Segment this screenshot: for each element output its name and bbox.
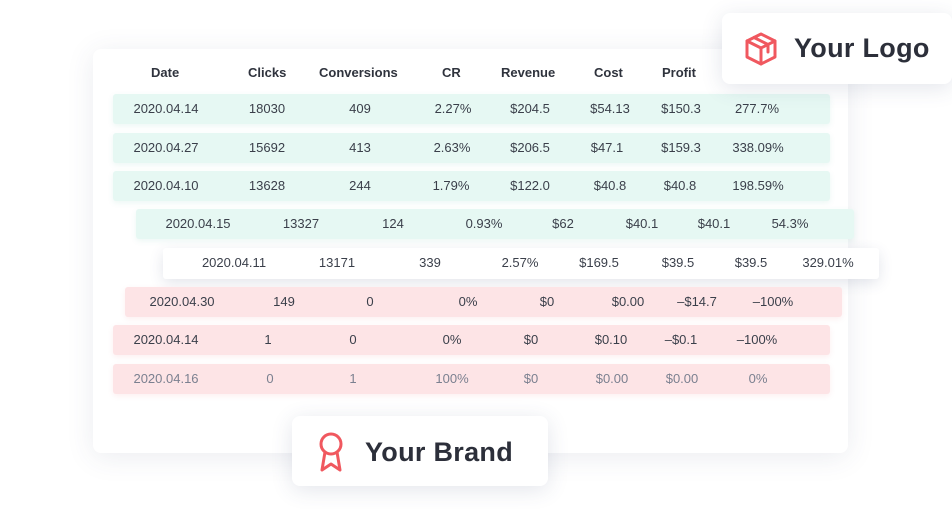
cell-cr: 2.57%: [501, 255, 539, 270]
cell-clicks: 1: [264, 332, 272, 347]
table-row-highlighted[interactable]: 2020.04.11 13171 339 2.57% $169.5 $39.5 …: [163, 248, 879, 279]
cell-date: 2020.04.16: [133, 371, 199, 386]
cell-clicks: 0: [266, 371, 274, 386]
header-cost: Cost: [594, 65, 623, 80]
cell-conversions: 1: [349, 371, 357, 386]
cell-date: 2020.04.30: [149, 294, 215, 309]
table-row[interactable]: 2020.04.15 13327 124 0.93% $62 $40.1 $40…: [136, 209, 854, 239]
header-date: Date: [151, 65, 180, 80]
cell-cost: $0.00: [611, 294, 645, 309]
cell-profit: $150.3: [661, 101, 701, 116]
cell-conversions: 409: [349, 101, 371, 116]
table-row[interactable]: 2020.04.27 15692 413 2.63% $206.5 $47.1 …: [113, 133, 830, 163]
cell-clicks: 13171: [318, 255, 356, 270]
brand-text: Your Brand: [365, 437, 514, 467]
cell-revenue: $169.5: [579, 255, 619, 270]
table-row[interactable]: 2020.04.10 13628 244 1.79% $122.0 $40.8 …: [113, 171, 830, 201]
cell-date: 2020.04.15: [165, 216, 231, 231]
cell-revenue: $206.5: [510, 140, 550, 155]
cell-clicks: 18030: [248, 101, 286, 116]
cell-roi: 0%: [748, 371, 768, 386]
table-row[interactable]: 2020.04.30 149 0 0% $0 $0.00 –$14.7 –100…: [125, 287, 842, 317]
cell-roi: 338.09%: [732, 140, 784, 155]
cell-clicks: 15692: [248, 140, 286, 155]
cell-profit: $40.1: [697, 216, 731, 231]
cell-date: 2020.04.14: [133, 101, 199, 116]
logo-text: Your Logo: [794, 33, 930, 63]
cell-cost: $54.13: [590, 101, 630, 116]
cell-cost: $0.10: [594, 332, 628, 347]
header-profit: Profit: [662, 65, 696, 80]
cell-profit: $40.8: [663, 178, 697, 193]
cell-revenue: $204.5: [510, 101, 550, 116]
cell-roi: –100%: [752, 294, 794, 309]
header-conversions: Conversions: [319, 65, 398, 80]
cell-conversions: 0: [366, 294, 374, 309]
logo-badge: Your Logo: [722, 13, 952, 84]
cell-cr: 0.93%: [465, 216, 503, 231]
cell-conversions: 339: [419, 255, 441, 270]
cell-date: 2020.04.27: [133, 140, 199, 155]
cell-cost: $39.5: [661, 255, 695, 270]
cell-cr: 0%: [458, 294, 478, 309]
cell-cr: 2.63%: [433, 140, 471, 155]
table-row[interactable]: 2020.04.14 1 0 0% $0 $0.10 –$0.1 –100%: [113, 325, 830, 355]
brand-badge: Your Brand: [292, 416, 548, 486]
cell-conversions: 244: [349, 178, 371, 193]
header-cr: CR: [442, 65, 461, 80]
cell-cr: 0%: [442, 332, 462, 347]
cell-roi: 277.7%: [734, 101, 780, 116]
cell-cost: $0.00: [595, 371, 629, 386]
cell-conversions: 124: [382, 216, 404, 231]
cell-cr: 2.27%: [434, 101, 472, 116]
cell-profit: $159.3: [661, 140, 701, 155]
cell-revenue: $122.0: [510, 178, 550, 193]
cell-date: 2020.04.14: [133, 332, 199, 347]
table-row[interactable]: 2020.04.16 0 1 100% $0 $0.00 $0.00 0%: [113, 364, 830, 394]
cell-roi: 198.59%: [732, 178, 784, 193]
cell-revenue: $0: [523, 332, 539, 347]
cube-icon: [743, 31, 779, 67]
cell-clicks: 13327: [282, 216, 320, 231]
ribbon-award-icon: [316, 431, 346, 473]
cell-profit: –$0.1: [664, 332, 698, 347]
cell-roi: 329.01%: [802, 255, 854, 270]
cell-clicks: 13628: [248, 178, 286, 193]
cell-cr: 1.79%: [432, 178, 470, 193]
cell-revenue: $0: [523, 371, 539, 386]
table-row[interactable]: 2020.04.14 18030 409 2.27% $204.5 $54.13…: [113, 94, 830, 124]
cell-cr: 100%: [435, 371, 469, 386]
cell-roi: –100%: [736, 332, 778, 347]
cell-clicks: 149: [273, 294, 295, 309]
cell-date: 2020.04.11: [201, 255, 267, 270]
cell-roi: 54.3%: [771, 216, 809, 231]
cell-revenue: $0: [539, 294, 555, 309]
cell-cost: $40.1: [625, 216, 659, 231]
cell-date: 2020.04.10: [133, 178, 199, 193]
header-clicks: Clicks: [248, 65, 287, 80]
cell-cost: $47.1: [590, 140, 624, 155]
cell-profit: –$14.7: [677, 294, 717, 309]
cell-revenue: $62: [552, 216, 574, 231]
header-revenue: Revenue: [501, 65, 556, 80]
cell-conversions: 413: [349, 140, 371, 155]
cell-conversions: 0: [349, 332, 357, 347]
cell-profit: $39.5: [734, 255, 768, 270]
cell-cost: $40.8: [593, 178, 627, 193]
cell-profit: $0.00: [665, 371, 699, 386]
